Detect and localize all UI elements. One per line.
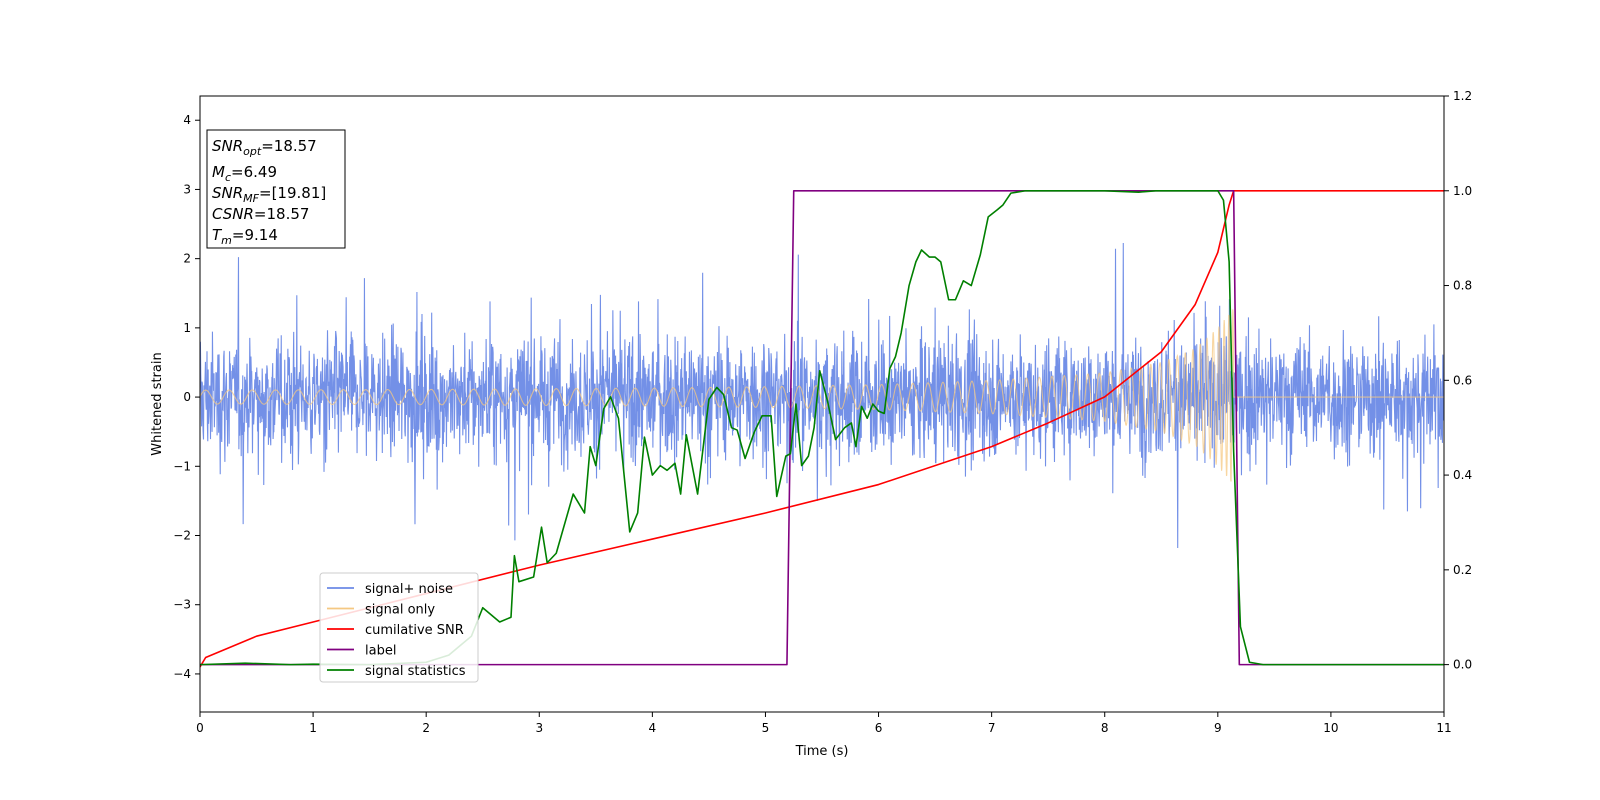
y-tick-label-0: −4 <box>173 667 191 681</box>
info-box: SNRopt=18.57 Mc=6.49 SNRMF=[19.81] CSNR=… <box>206 129 346 249</box>
x-axis: 0 1 2 3 4 5 6 7 8 9 10 11 <box>196 712 1452 735</box>
y2-tick-label-6: 1.2 <box>1453 89 1472 103</box>
y2-tick-label-2: 0.4 <box>1453 468 1472 482</box>
x-tick-label-6: 6 <box>875 721 883 735</box>
y2-tick-label-5: 1.0 <box>1453 184 1472 198</box>
info-mc: Mc=6.49 <box>212 163 277 184</box>
x-tick-label-3: 3 <box>535 721 543 735</box>
y-tick-label-7: 3 <box>183 182 191 196</box>
x-tick-label-8: 8 <box>1101 721 1109 735</box>
info-snr-mf: SNRMF=[19.81] <box>212 184 326 205</box>
y2-tick-label-4: 0.8 <box>1453 279 1472 293</box>
series-signal-only <box>200 309 1444 482</box>
y-axis-left: −4 −3 −2 −1 0 1 2 3 4 <box>173 113 200 681</box>
x-axis-label: Time (s) <box>795 744 849 759</box>
info-tm: Tm=9.14 <box>212 226 278 247</box>
y-axis-label: Whitened strain <box>150 352 165 455</box>
x-tick-label-5: 5 <box>762 721 770 735</box>
plot-frame <box>199 95 1445 713</box>
legend-label-0: signal+ noise <box>365 582 453 597</box>
x-tick-label-11: 11 <box>1436 721 1451 735</box>
x-tick-label-9: 9 <box>1214 721 1222 735</box>
y-axis-right: 0.0 0.2 0.4 0.6 0.8 1.0 1.2 <box>1444 89 1472 672</box>
x-tick-label-4: 4 <box>649 721 657 735</box>
info-snr-opt: SNRopt=18.57 <box>212 137 317 158</box>
legend-entries: signal+ noise signal only cumilative SNR la… <box>327 582 466 679</box>
series-cumilative-snr <box>200 189 1444 668</box>
y-tick-label-3: −1 <box>173 459 191 473</box>
series-signal-statistics <box>200 189 1444 666</box>
legend-label-1: signal only <box>365 603 435 618</box>
info-csnr: CSNR=18.57 <box>212 205 309 223</box>
y2-tick-label-3: 0.6 <box>1453 373 1472 387</box>
legend-frame <box>319 572 479 683</box>
y-tick-label-5: 1 <box>183 321 191 335</box>
legend-label-2: cumilative SNR <box>365 623 464 638</box>
x-tick-label-0: 0 <box>196 721 204 735</box>
legend-label-3: label <box>365 644 396 659</box>
x-tick-label-10: 10 <box>1323 721 1338 735</box>
y-tick-label-6: 2 <box>183 252 191 266</box>
info-box-frame <box>206 129 346 249</box>
x-tick-label-1: 1 <box>309 721 317 735</box>
y-tick-label-8: 4 <box>183 113 191 127</box>
y-tick-label-1: −3 <box>173 598 191 612</box>
y-tick-label-2: −2 <box>173 529 191 543</box>
y2-tick-label-1: 0.2 <box>1453 563 1472 577</box>
y2-tick-label-0: 0.0 <box>1453 658 1472 672</box>
x-tick-label-2: 2 <box>422 721 430 735</box>
series-layer <box>200 189 1444 668</box>
legend: signal+ noise signal only cumilative SNR la… <box>319 572 479 683</box>
y-tick-label-4: 0 <box>183 390 191 404</box>
x-tick-label-7: 7 <box>988 721 996 735</box>
legend-label-4: signal statistics <box>365 664 466 679</box>
